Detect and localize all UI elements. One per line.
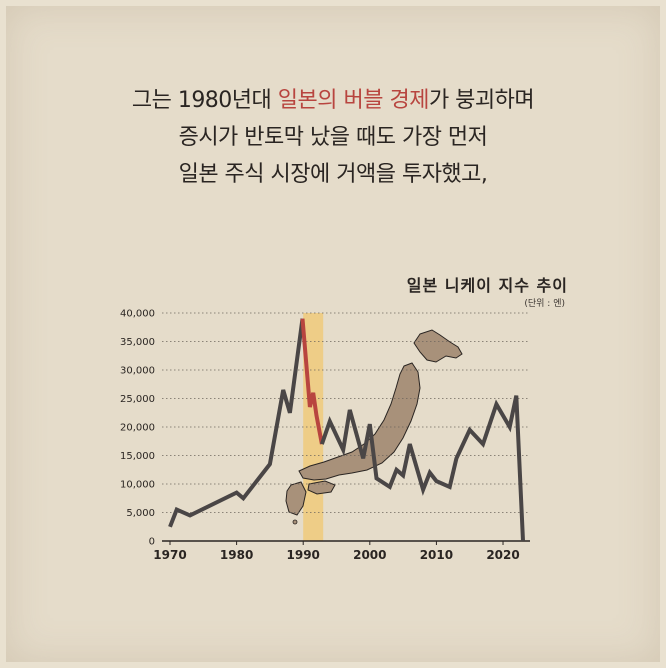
y-tick-label: 10,000 (120, 480, 155, 491)
headline: 그는 1980년대 일본의 버블 경제가 붕괴하며 증시가 반토막 났을 때도 … (0, 82, 666, 193)
card-background (6, 6, 660, 662)
headline-highlight: 일본의 버블 경제 (277, 88, 430, 113)
chart-unit: (단위 : 엔) (524, 299, 565, 309)
series-line-main (168, 318, 305, 528)
headline-line-3: 일본 주식 시장에 거액을 투자했고, (178, 162, 488, 187)
y-tick-label: 0 (149, 537, 155, 548)
y-tick-label: 30,000 (120, 366, 155, 377)
y-tick-label: 5,000 (126, 508, 155, 519)
headline-line-1: 그는 1980년대 일본의 버블 경제가 붕괴하며 (0, 82, 666, 119)
headline-line-1-pre: 그는 1980년대 (131, 88, 278, 113)
series-line-crash (300, 318, 324, 445)
y-tick-label: 40,000 (120, 309, 155, 320)
headline-line-2: 증시가 반토막 났을 때도 가장 먼저 (178, 125, 488, 150)
y-tick-label: 15,000 (120, 451, 155, 462)
x-tick-label: 1980 (220, 548, 253, 562)
x-tick-label: 2020 (486, 548, 519, 562)
y-tick-label: 20,000 (120, 423, 155, 434)
y-tick-label: 35,000 (120, 337, 155, 348)
x-tick-label: 2000 (353, 548, 386, 562)
x-tick-label: 2010 (420, 548, 453, 562)
x-tick-label: 1970 (153, 548, 186, 562)
headline-line-1-post: 가 붕괴하며 (428, 88, 535, 113)
x-tick-label: 1990 (287, 548, 320, 562)
y-tick-label: 25,000 (120, 394, 155, 405)
series-line-main (320, 395, 525, 542)
japan-map-icon (285, 329, 463, 525)
chart-title: 일본 니케이 지수 추이 (406, 276, 568, 295)
